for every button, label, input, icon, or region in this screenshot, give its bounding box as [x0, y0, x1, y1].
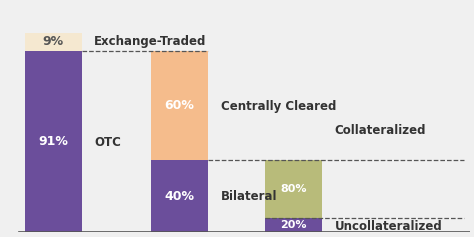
Text: 91%: 91% — [38, 135, 68, 148]
Text: 40%: 40% — [164, 190, 195, 203]
Text: 9%: 9% — [43, 35, 64, 48]
Text: 60%: 60% — [164, 99, 195, 112]
Text: Uncollateralized: Uncollateralized — [334, 220, 442, 233]
Text: 20%: 20% — [280, 220, 307, 230]
Bar — [265, 218, 322, 232]
Text: Collateralized: Collateralized — [334, 124, 426, 137]
Text: Centrally Cleared: Centrally Cleared — [221, 100, 336, 113]
Text: Exchange-Traded: Exchange-Traded — [94, 35, 207, 48]
Bar — [25, 51, 82, 232]
Text: OTC: OTC — [94, 136, 121, 149]
Bar — [25, 33, 82, 51]
Text: Bilateral: Bilateral — [221, 190, 277, 203]
Bar — [151, 160, 208, 232]
Text: 80%: 80% — [280, 184, 307, 194]
Bar — [151, 51, 208, 160]
Bar — [265, 160, 322, 218]
